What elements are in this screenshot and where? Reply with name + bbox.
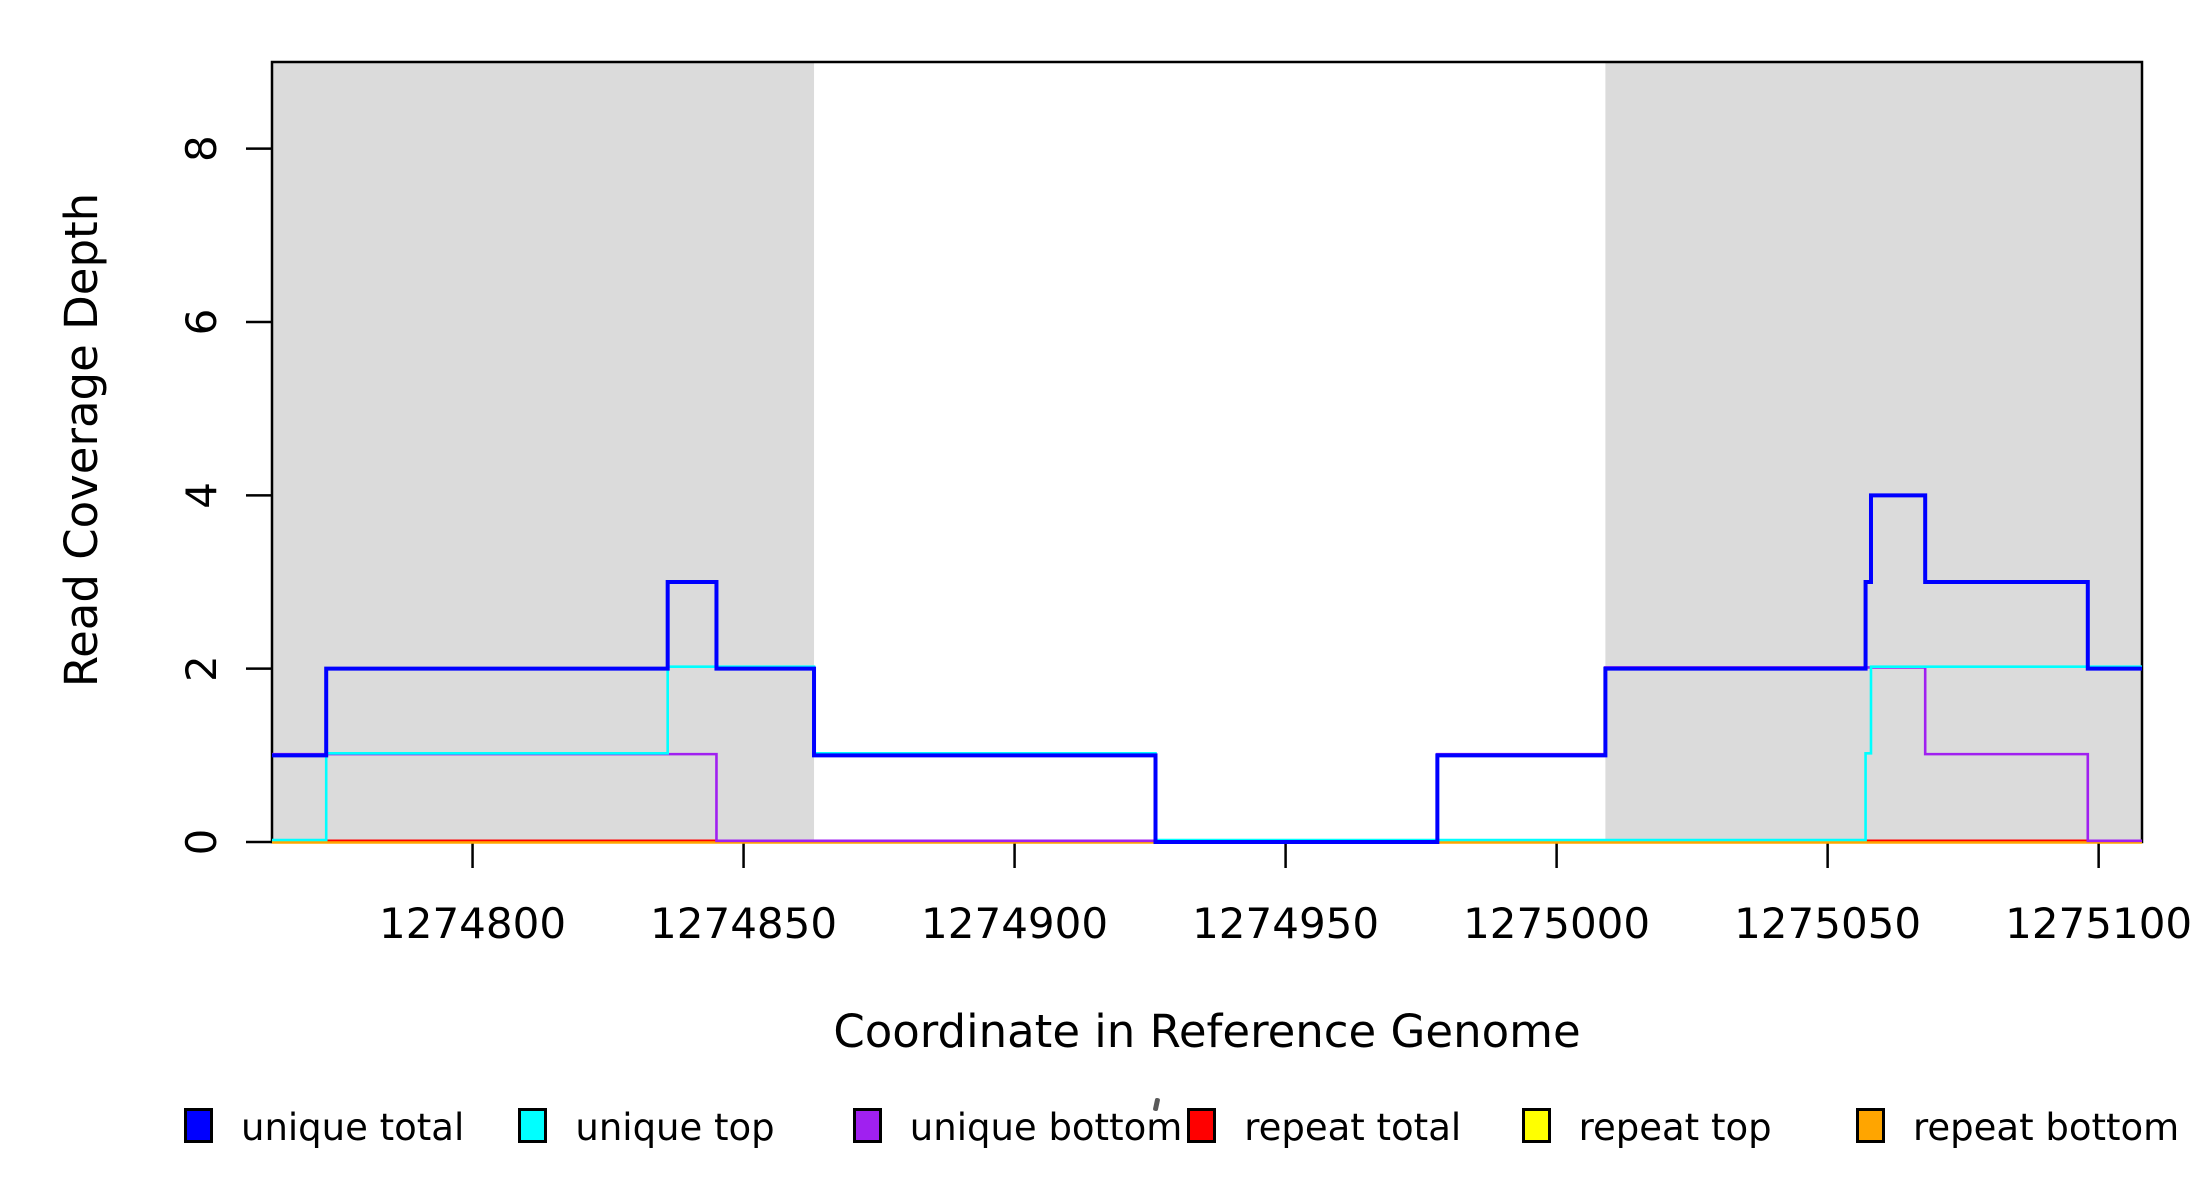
x-tick-label: 1274850: [650, 899, 837, 948]
y-tick-label: 6: [177, 309, 226, 336]
series-unique-total: [272, 493, 2142, 844]
series-unique-top: [272, 665, 2142, 842]
x-tick-label: 1274950: [1192, 899, 1379, 948]
y-tick-label: 4: [177, 482, 226, 509]
highlight-region: [1605, 62, 2142, 842]
x-tick-label: 1275050: [1734, 899, 1921, 948]
x-tick-label: 1274800: [379, 899, 566, 948]
y-tick-label: 8: [177, 135, 226, 162]
y-axis-title: Read Coverage Depth: [55, 192, 108, 688]
x-tick-label: 1275000: [1463, 899, 1650, 948]
x-tick-label: 1274900: [921, 899, 1108, 948]
y-tick-label: 0: [177, 829, 226, 856]
y-tick-label: 2: [177, 655, 226, 682]
x-axis-title: Coordinate in Reference Genome: [833, 1005, 1581, 1058]
highlight-region: [272, 62, 815, 842]
x-tick-label: 1275100: [2005, 899, 2192, 948]
